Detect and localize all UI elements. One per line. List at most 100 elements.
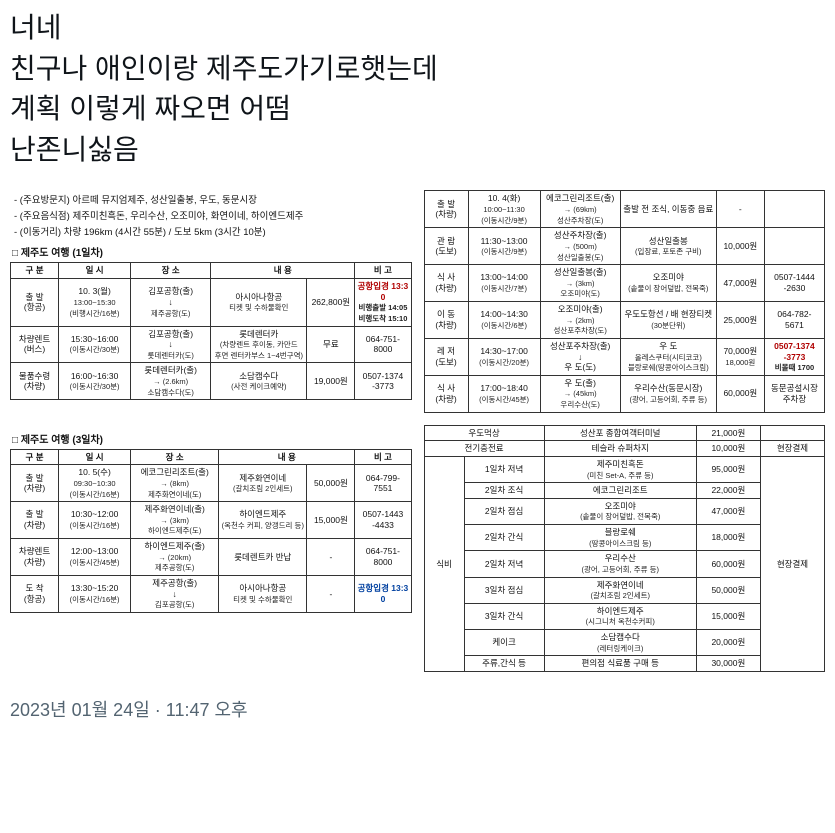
- table-cell: 식비: [424, 456, 464, 671]
- table-cell: 47,000원: [696, 498, 760, 524]
- table-cell: 10,000원: [716, 228, 764, 265]
- table-cell: 출 발(항공): [11, 279, 59, 327]
- table-cell: 성산일출봉(출)→ (3km)오조미야(도): [540, 265, 620, 302]
- table-cell: 우리수산(동문시장)(광어, 고등어회, 주류 등): [620, 375, 716, 412]
- table-cell: 현장결제: [760, 441, 824, 457]
- table-cell: 관 람(도보): [424, 228, 468, 265]
- table-cell: 롯데렌터카(출)→ (2.6km)소담캠수다(도): [131, 363, 211, 400]
- table-cell: 물품수령(차량): [11, 363, 59, 400]
- table-cell: 2일차 점심: [464, 498, 544, 524]
- table-cell: 15,000원: [307, 502, 355, 539]
- table-cell: 출발 전 조식, 이동중 음료: [620, 191, 716, 228]
- table-cell: 70,000원18,000원: [716, 338, 764, 375]
- table-cell: 오조미야(솥물이 장어덮밥, 전복죽): [544, 498, 696, 524]
- panel-day3: □ 제주도 여행 (3일차) 구 분 일 시 장 소 내 용 비 고 출 발(차…: [10, 425, 412, 672]
- post-timestamp: 2023년 01월 24일 · 11:47 오후: [10, 696, 825, 722]
- table-cell: 3일차 간식: [464, 603, 544, 629]
- table-cell: 하이엔드제주(옥천수 커피, 양갱드리 등): [219, 502, 307, 539]
- table-cell: 롯데렌트카 반납: [219, 539, 307, 576]
- section-title: □ 제주도 여행 (1일차): [12, 244, 412, 259]
- table-cell: 식 사(차량): [424, 265, 468, 302]
- table-cell: 262,800원: [307, 279, 355, 327]
- table-cell: 우리수산(광어, 고등어회, 주류 등): [544, 551, 696, 577]
- table-cell: 에코그린리조트(출)→ (8km)제주화연이네(도): [131, 465, 219, 502]
- table-cell: 15,000원: [696, 603, 760, 629]
- post-line: 너네: [10, 8, 825, 49]
- table-row: 차량렌트(버스)15:30~16:00(이동시간/30분)김포공항(출)↓롯데렌…: [11, 326, 412, 363]
- table-cell: 출 발(차량): [424, 191, 468, 228]
- table-cell: -: [307, 575, 355, 612]
- table-cell: 11:30~13:00(이동시간/9분): [468, 228, 540, 265]
- table-row: 출 발(항공)10. 3(월)13:00~15:30(비행시간/16분)김포공항…: [11, 279, 412, 327]
- table-cell: 테슬라 슈퍼차지: [544, 441, 696, 457]
- table-cell: 10:30~12:00(이동시간/16분): [59, 502, 131, 539]
- table-cell: 2일차 조식: [464, 483, 544, 499]
- table-cell: 제주공항(출)↓김포공항(도): [131, 575, 219, 612]
- table-cell: 064-751-8000: [355, 539, 411, 576]
- table-cell: 블랑로쉐(땅콩아이스크림 등): [544, 525, 696, 551]
- table-cell: 도 착(항공): [11, 575, 59, 612]
- table-row: 전기충전료테슬라 슈퍼차지10,000원현장결제: [424, 441, 825, 457]
- panel-costs: 우도먹상성산포 종합여객터미널21,000원전기충전료테슬라 슈퍼차지10,00…: [424, 425, 826, 672]
- table-cell: 차량렌트(버스): [11, 326, 59, 363]
- table-cell: 25,000원: [716, 302, 764, 339]
- hdr-line: - (주요음식점) 제주미친흑돈, 우리수산, 오조미야, 화연이네, 하이엔드…: [14, 208, 412, 222]
- itinerary-tables: - (주요방문지) 아르떼 뮤지엄제주, 성산일출봉, 우도, 동문시장 - (…: [10, 190, 825, 672]
- table-cell: 오조미야(출)→ (2km)성산포주차장(도): [540, 302, 620, 339]
- table-cell: 김포공항(출)↓롯데렌터카(도): [131, 326, 211, 363]
- table-cell: 60,000원: [716, 375, 764, 412]
- table-cell: 0507-1374-3773비몰때 1700: [764, 338, 824, 375]
- table-row: 관 람(도보)11:30~13:00(이동시간/9분)성산주차장(출)→ (50…: [424, 228, 825, 265]
- table-cell: 무료: [307, 326, 355, 363]
- table-row: 식비1일차 저녁제주미친흑돈(미친 Set-A, 주류 등)95,000원현장결…: [424, 456, 825, 482]
- table-head: 구 분 일 시 장 소 내 용 비 고: [11, 263, 412, 279]
- table-cell: 95,000원: [696, 456, 760, 482]
- table-cell: 오조미야(솥물이 장어덮밥, 전복죽): [620, 265, 716, 302]
- table-cell: 10. 3(월)13:00~15:30(비행시간/16분): [59, 279, 131, 327]
- table-day3: 구 분 일 시 장 소 내 용 비 고 출 발(차량)10. 5(수)09:30…: [10, 449, 412, 613]
- table-cell: 소담캠수다(사전 케이크예약): [211, 363, 307, 400]
- table-cell: [764, 228, 824, 265]
- table-cell: 에코그린리조트: [544, 483, 696, 499]
- table-cell: 소담캠수다(레터링케이크): [544, 630, 696, 656]
- table-cell: 3일차 점심: [464, 577, 544, 603]
- table-cell: 12:00~13:00(이동시간/45분): [59, 539, 131, 576]
- table-cell: 제주화연이네(갈치조림 2인세트): [544, 577, 696, 603]
- section-title: □ 제주도 여행 (3일차): [12, 431, 412, 446]
- table-cell: 14:00~14:30(이동시간/6분): [468, 302, 540, 339]
- table-row: 출 발(차량)10:30~12:00(이동시간/16분)제주화연이네(출)→ (…: [11, 502, 412, 539]
- table-cell: 20,000원: [696, 630, 760, 656]
- table-row: 출 발(차량)10. 4(화)10:00~11:30(이동시간/9분)에코그린리…: [424, 191, 825, 228]
- table-cell: -: [307, 539, 355, 576]
- table-cell: 21,000원: [696, 425, 760, 441]
- table-cell: 제주화연이네(갈치조림 2인세트): [219, 465, 307, 502]
- table-cell: 케이크: [464, 630, 544, 656]
- table-cell: 064-799-7551: [355, 465, 411, 502]
- table-cell: 제주화연이네(출)→ (3km)하이엔드제주(도): [131, 502, 219, 539]
- table-cell: 0507-1444-2630: [764, 265, 824, 302]
- table-cell: 13:30~15:20(이동시간/16분): [59, 575, 131, 612]
- table-cell: 제주미친흑돈(미친 Set-A, 주류 등): [544, 456, 696, 482]
- table-cell: 47,000원: [716, 265, 764, 302]
- table-row: 이 동(차량)14:00~14:30(이동시간/6분)오조미야(출)→ (2km…: [424, 302, 825, 339]
- table-cell: 10. 5(수)09:30~10:30(이동시간/16분): [59, 465, 131, 502]
- table-cell: 50,000원: [696, 577, 760, 603]
- table-cell: 17:00~18:40(이동시간/45분): [468, 375, 540, 412]
- table-cell: 출 발(차량): [11, 465, 59, 502]
- table-cell: 하이엔드제주(출)→ (20km)제주공항(도): [131, 539, 219, 576]
- table-cell: 13:00~14:00(이동시간/7분): [468, 265, 540, 302]
- table-cell: 이 동(차량): [424, 302, 468, 339]
- table-row: 식 사(차량)17:00~18:40(이동시간/45분)우 도(출)→ (45k…: [424, 375, 825, 412]
- table-cell: 김포공항(출)↓제주공항(도): [131, 279, 211, 327]
- table-cell: 출 발(차량): [11, 502, 59, 539]
- table-cell: 에코그린리조트(출)→ (69km)성산주차장(도): [540, 191, 620, 228]
- table-cell: 15:30~16:00(이동시간/30분): [59, 326, 131, 363]
- table-cell: 50,000원: [307, 465, 355, 502]
- table-cell: 우 도(출)→ (45km)우리수산(도): [540, 375, 620, 412]
- table-row: 우도먹상성산포 종합여객터미널21,000원: [424, 425, 825, 441]
- table-cell: 성산일출봉(입장료, 포토존 구비): [620, 228, 716, 265]
- table-cell: 2일차 저녁: [464, 551, 544, 577]
- table-head: 구 분 일 시 장 소 내 용 비 고: [11, 449, 412, 465]
- table-cell: 현장결제: [760, 456, 824, 671]
- table-cell: 60,000원: [696, 551, 760, 577]
